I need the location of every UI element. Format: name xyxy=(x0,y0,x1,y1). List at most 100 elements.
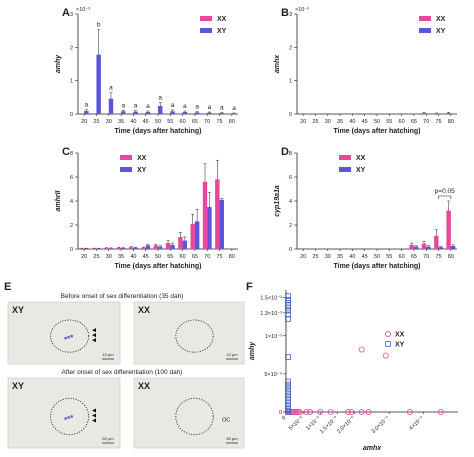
bar-xy xyxy=(108,248,114,249)
x-tick-label: 55 xyxy=(167,254,173,260)
y-axis-label: amhx xyxy=(274,54,281,73)
panel-e-micrographs: E Before onset of sex differentiation (35… xyxy=(4,281,245,449)
bar-xx xyxy=(434,235,439,249)
tissue-label: OC xyxy=(222,417,230,423)
x-tick-label: 20 xyxy=(81,119,87,125)
bar-xx xyxy=(153,245,158,249)
x-tick-label: 20 xyxy=(300,254,306,260)
x-tick-label: 2.0×10⁻⁵ xyxy=(336,414,357,435)
point-xy xyxy=(285,384,291,391)
significance-letter: a xyxy=(232,105,236,112)
y-tick-label: 1.3×10⁻³ xyxy=(260,311,282,317)
bar-xy xyxy=(96,54,101,114)
point-xx xyxy=(296,408,303,415)
x-axis-label: Time (days after hatching) xyxy=(333,263,420,270)
legend-label-xx: XX xyxy=(395,332,405,339)
x-tick-label: 65 xyxy=(411,119,417,125)
y-tick-label: 0 xyxy=(279,410,282,416)
y-tick-label: 4 xyxy=(289,199,292,205)
bar-xy xyxy=(121,248,126,249)
bar-xy xyxy=(170,244,175,249)
x-axis-label: Time (days after hatching) xyxy=(114,128,201,135)
panel-label: B xyxy=(281,7,289,19)
panel-f: F05×10⁻⁴1×10⁻³1.3×10⁻³1.5×10⁻³0 5×10⁻⁶ 1×1… xyxy=(246,281,458,452)
point-xx xyxy=(344,408,351,415)
x-tick-label: 70 xyxy=(204,254,210,260)
bar-xy xyxy=(121,111,126,114)
y-tick-label: 3 xyxy=(70,12,73,18)
bar-xy xyxy=(133,111,138,114)
bar-xy xyxy=(96,248,101,249)
sex-label: XX xyxy=(138,381,150,391)
y-tick-label: 5×10⁻⁴ xyxy=(264,371,282,378)
x-tick-label: 75 xyxy=(435,254,441,260)
before-caption: Before onset of sex differentiation (35 … xyxy=(61,293,184,300)
significance-letter: a xyxy=(195,104,199,111)
x-tick-label: 70 xyxy=(423,254,429,260)
legend-marker-xx xyxy=(384,330,391,337)
y-axis-label: amhy xyxy=(249,341,256,360)
x-tick-label: 50 xyxy=(374,254,380,260)
point-xx xyxy=(295,408,302,415)
arrowhead-icon xyxy=(92,413,96,418)
panel-label: F xyxy=(246,281,253,293)
x-tick-label: 25 xyxy=(312,119,318,125)
significance-letter: a xyxy=(208,104,212,111)
sex-label: XY xyxy=(12,305,24,315)
point-xx xyxy=(303,408,310,415)
y-tick-label: 1 xyxy=(289,79,292,85)
significance-letter: a xyxy=(146,103,150,110)
x-tick-label: 40 xyxy=(349,119,355,125)
stain-signal xyxy=(64,417,67,420)
point-xx xyxy=(307,408,314,415)
significance-bracket xyxy=(438,195,452,199)
x-tick-label: 80 xyxy=(229,254,235,260)
significance-letter: a xyxy=(85,102,89,109)
bar-xx xyxy=(409,244,414,249)
x-tick-label: 80 xyxy=(448,119,454,125)
bar-xx xyxy=(202,181,208,249)
point-xx xyxy=(358,346,365,353)
point-xy xyxy=(285,293,291,299)
point-xx xyxy=(406,408,413,415)
point-xy xyxy=(285,354,291,360)
bar-xy xyxy=(84,111,89,114)
y-axis-label: amhy xyxy=(55,54,62,73)
point-xy xyxy=(285,297,291,303)
significance-letter: b xyxy=(97,22,101,29)
y-exponent: ×10⁻³ xyxy=(295,7,309,13)
bar-xy xyxy=(170,111,175,114)
legend-label-xy: XY xyxy=(395,342,405,349)
y-tick-label: 2 xyxy=(289,223,292,229)
point-xx xyxy=(382,352,389,359)
x-tick-label: 30 xyxy=(106,119,112,125)
arrowhead-icon xyxy=(92,328,96,333)
after-caption: After onset of sex differentiation (100 … xyxy=(62,369,183,376)
y-tick-label: 1×10⁻³ xyxy=(265,334,282,340)
x-tick-label: 35 xyxy=(118,119,124,125)
point-xy xyxy=(285,378,291,385)
legend-swatch-xy xyxy=(200,28,212,33)
legend-label-xx: XX xyxy=(436,16,446,23)
arrowhead-icon xyxy=(92,338,96,343)
significance-letter: a xyxy=(220,105,224,112)
bar-xy xyxy=(182,112,188,114)
x-tick-label: 60 xyxy=(399,119,405,125)
x-tick-label: 65 xyxy=(411,254,417,260)
y-tick-label: 4 xyxy=(70,199,73,205)
point-xy xyxy=(285,316,291,322)
x-tick-label: 35 xyxy=(337,119,343,125)
point-xy xyxy=(285,307,291,314)
point-xx xyxy=(437,408,444,415)
bar-xy xyxy=(194,112,200,114)
panel-d: D 0 2 4 6 8 cyp19a1a 20 25 30 35 40 45 50 55 60 65 70 75 80… xyxy=(274,146,457,270)
scale-label: 10 μm xyxy=(102,352,114,357)
bar-xy xyxy=(207,207,212,249)
point-xy xyxy=(285,396,291,403)
point-xy xyxy=(285,400,291,406)
x-tick-label: 30 xyxy=(106,254,112,260)
y-tick-label: 2 xyxy=(70,45,73,51)
x-tick-label: 1×10⁻⁵ xyxy=(304,414,321,431)
y-tick-label: 2 xyxy=(289,45,292,51)
legend-label-xy: XY xyxy=(436,28,446,35)
